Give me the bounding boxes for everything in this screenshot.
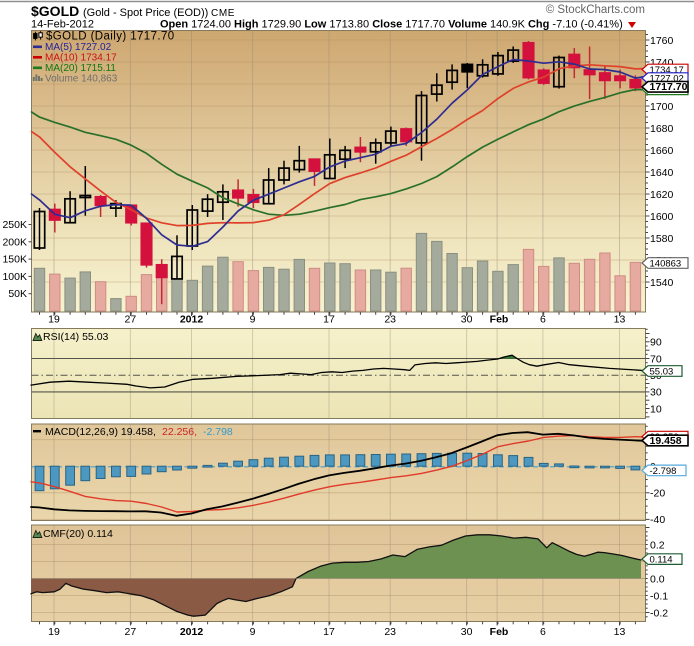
svg-text:13: 13 bbox=[614, 314, 626, 326]
svg-text:1727.02: 1727.02 bbox=[650, 74, 684, 85]
svg-text:50K: 50K bbox=[8, 288, 27, 300]
svg-text:13: 13 bbox=[614, 626, 626, 638]
svg-text:Open 1724.00 High 1729.90 Low: Open 1724.00 High 1729.90 Low 1713.80 Cl… bbox=[160, 19, 623, 31]
svg-text:$GOLD (Daily) 1717.70: $GOLD (Daily) 1717.70 bbox=[46, 31, 175, 43]
svg-text:1640: 1640 bbox=[650, 167, 674, 179]
svg-text:CMF(20) 0.114: CMF(20) 0.114 bbox=[43, 528, 113, 540]
svg-text:1620: 1620 bbox=[650, 189, 674, 201]
svg-text:1600: 1600 bbox=[650, 211, 674, 223]
svg-text:17: 17 bbox=[323, 626, 335, 638]
svg-text:MA(20) 1715.11: MA(20) 1715.11 bbox=[45, 63, 116, 74]
svg-text:150K: 150K bbox=[2, 254, 27, 266]
svg-text:1734.17: 1734.17 bbox=[650, 65, 684, 76]
svg-text:-0.1: -0.1 bbox=[650, 590, 668, 602]
svg-text:22.256,: 22.256, bbox=[162, 426, 197, 438]
svg-text:Feb: Feb bbox=[490, 314, 509, 326]
svg-text:9: 9 bbox=[250, 626, 256, 638]
svg-text:-2.798: -2.798 bbox=[203, 426, 233, 438]
svg-text:1580: 1580 bbox=[650, 233, 674, 245]
svg-text:0.114: 0.114 bbox=[650, 555, 673, 566]
svg-text:0.2: 0.2 bbox=[650, 539, 665, 551]
svg-text:© StockCharts.com: © StockCharts.com bbox=[546, 4, 645, 16]
svg-text:1660: 1660 bbox=[650, 145, 674, 157]
svg-text:250K: 250K bbox=[2, 219, 27, 231]
svg-text:19: 19 bbox=[48, 314, 60, 326]
svg-text:9: 9 bbox=[250, 314, 256, 326]
svg-text:27: 27 bbox=[125, 626, 137, 638]
svg-text:Volume 140,863: Volume 140,863 bbox=[45, 74, 118, 85]
svg-text:200K: 200K bbox=[2, 236, 27, 248]
svg-text:140863: 140863 bbox=[650, 258, 682, 269]
svg-text:10: 10 bbox=[650, 403, 662, 415]
svg-text:2012: 2012 bbox=[180, 626, 204, 638]
svg-text:30: 30 bbox=[461, 314, 473, 326]
svg-text:30: 30 bbox=[461, 626, 473, 638]
svg-text:23: 23 bbox=[384, 314, 396, 326]
svg-text:CME: CME bbox=[211, 8, 235, 19]
svg-text:1680: 1680 bbox=[650, 123, 674, 135]
svg-text:1760: 1760 bbox=[650, 35, 674, 47]
svg-text:19.458: 19.458 bbox=[650, 435, 682, 447]
svg-text:6: 6 bbox=[540, 314, 546, 326]
svg-text:(Gold - Spot Price (EOD)): (Gold - Spot Price (EOD)) bbox=[83, 7, 208, 19]
svg-text:23: 23 bbox=[384, 626, 396, 638]
svg-text:6: 6 bbox=[540, 626, 546, 638]
svg-text:19: 19 bbox=[48, 626, 60, 638]
svg-text:-20: -20 bbox=[650, 488, 665, 500]
svg-text:70: 70 bbox=[650, 353, 662, 365]
svg-text:1717.70: 1717.70 bbox=[650, 81, 688, 93]
svg-text:RSI(14) 55.03: RSI(14) 55.03 bbox=[43, 331, 109, 343]
svg-text:1540: 1540 bbox=[650, 277, 674, 289]
svg-text:90: 90 bbox=[650, 337, 662, 349]
svg-text:-0.2: -0.2 bbox=[650, 607, 668, 619]
svg-text:1700: 1700 bbox=[650, 101, 674, 113]
svg-text:27: 27 bbox=[125, 314, 137, 326]
svg-text:$GOLD: $GOLD bbox=[31, 3, 79, 19]
svg-text:17: 17 bbox=[323, 314, 335, 326]
svg-text:Feb: Feb bbox=[490, 626, 509, 638]
svg-text:55.03: 55.03 bbox=[650, 366, 674, 377]
svg-text:2012: 2012 bbox=[180, 314, 204, 326]
svg-text:-2.798: -2.798 bbox=[650, 466, 677, 477]
svg-text:MA(5) 1727.02: MA(5) 1727.02 bbox=[45, 42, 112, 53]
svg-text:0.0: 0.0 bbox=[650, 573, 665, 585]
svg-text:MACD(12,26,9) 19.458,: MACD(12,26,9) 19.458, bbox=[45, 426, 156, 438]
svg-text:14-Feb-2012: 14-Feb-2012 bbox=[31, 19, 94, 31]
svg-text:30: 30 bbox=[650, 387, 662, 399]
svg-text:MA(10) 1734.17: MA(10) 1734.17 bbox=[45, 53, 117, 64]
svg-text:100K: 100K bbox=[2, 271, 27, 283]
svg-text:-40: -40 bbox=[650, 514, 665, 526]
